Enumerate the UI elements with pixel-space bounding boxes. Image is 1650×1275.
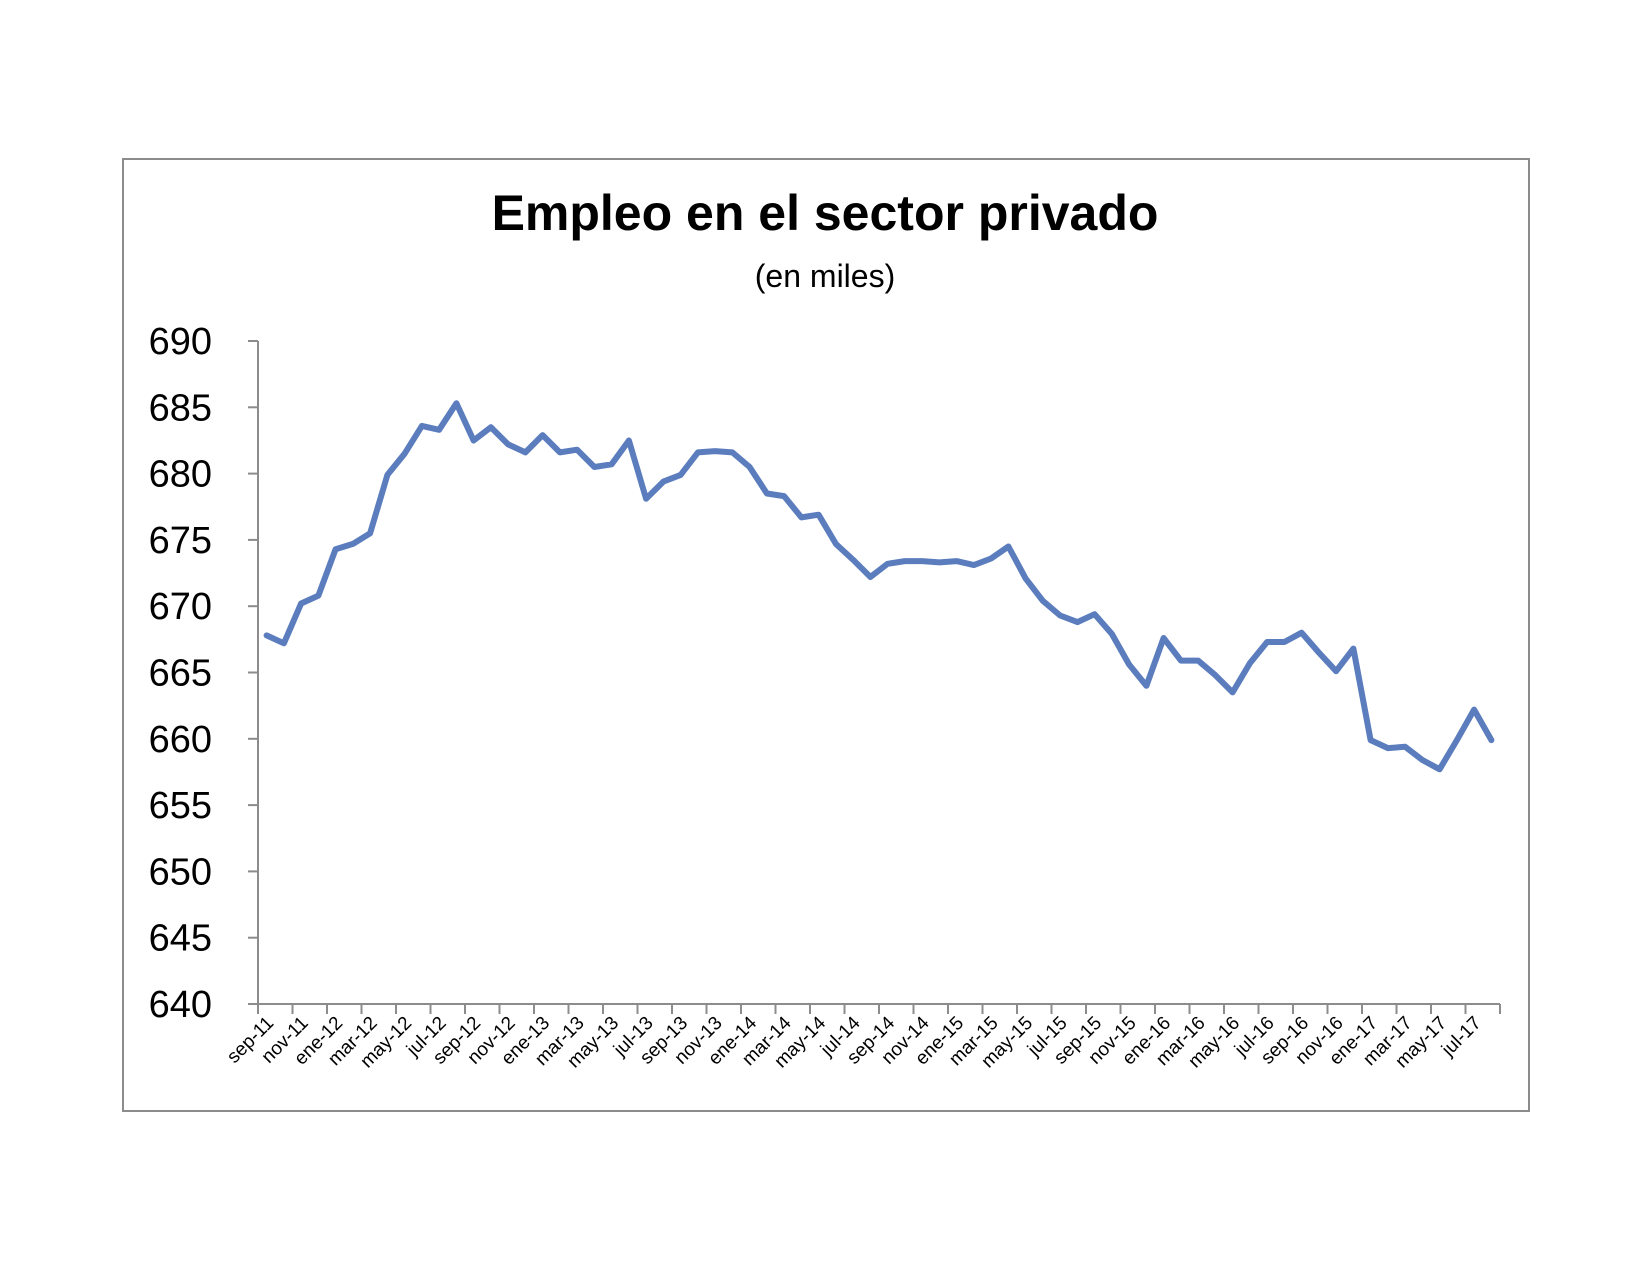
x-axis-ticks: sep-11nov-11ene-12mar-12may-12jul-12sep-… <box>223 1004 1501 1072</box>
y-tick-label: 660 <box>149 719 212 761</box>
chart-axes <box>257 341 1500 1005</box>
y-tick-label: 640 <box>149 984 212 1026</box>
y-tick-label: 675 <box>149 520 212 562</box>
y-tick-label: 670 <box>149 586 212 628</box>
y-tick-label: 655 <box>149 785 212 827</box>
y-tick-label: 680 <box>149 454 212 496</box>
y-tick-label: 685 <box>149 387 212 429</box>
chart-subtitle: (en miles) <box>754 258 896 294</box>
y-axis-ticks: 640 645 650 655 660 665 670 675 680 685 690 <box>149 321 258 1026</box>
series-line <box>263 400 1495 773</box>
series-group <box>263 400 1495 773</box>
x-tick-label: jul-17 <box>1437 1013 1485 1061</box>
y-tick-label: 650 <box>149 851 212 893</box>
y-tick-label: 690 <box>149 321 212 363</box>
chart-title: Empleo en el sector privado <box>491 185 1159 241</box>
y-tick-label: 665 <box>149 653 212 695</box>
y-tick-label: 645 <box>149 918 212 960</box>
